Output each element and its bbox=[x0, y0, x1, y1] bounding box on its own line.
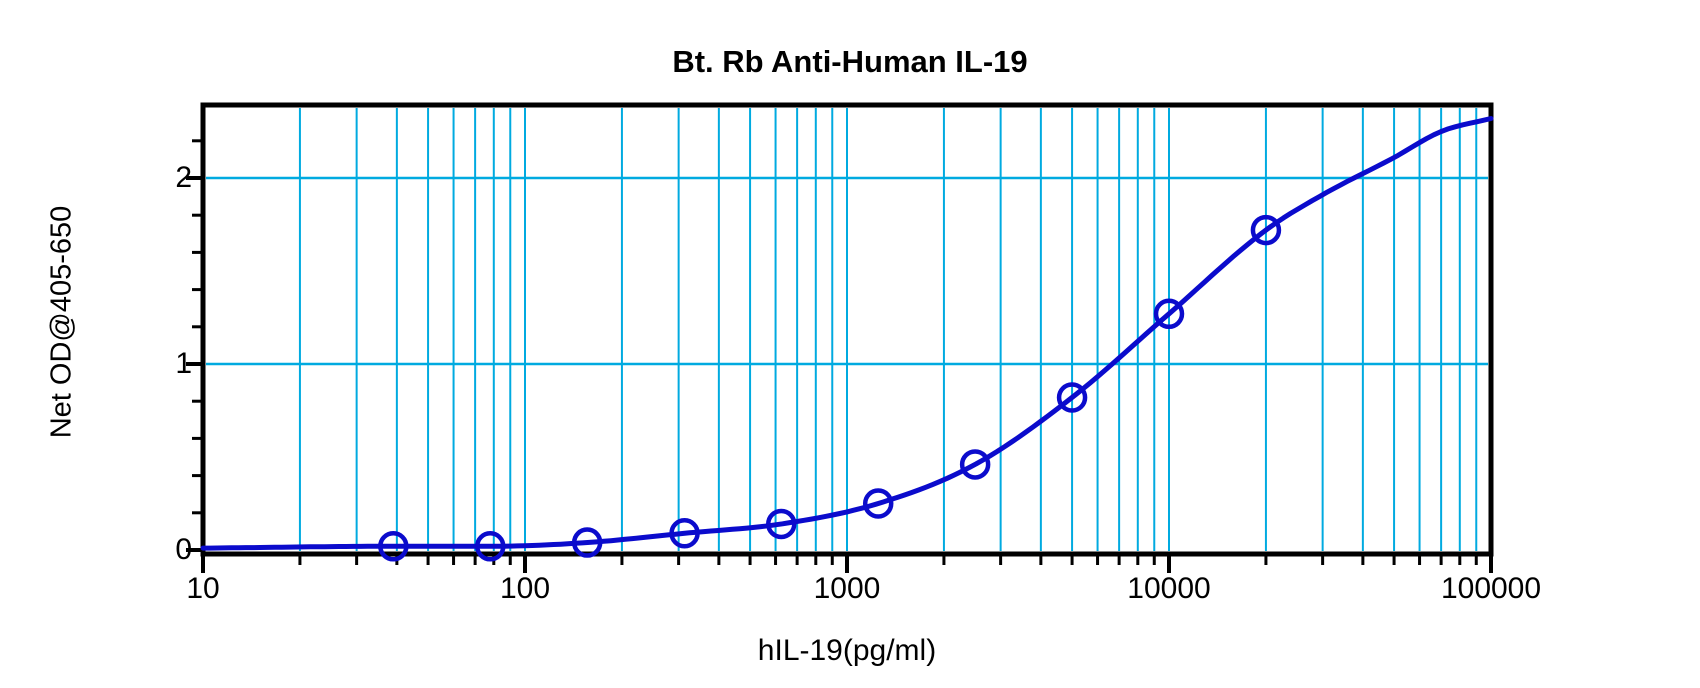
chart-title: Bt. Rb Anti-Human IL-19 bbox=[672, 44, 1028, 79]
x-tick-label: 1000 bbox=[813, 572, 881, 605]
y-tick-label: 0 bbox=[175, 533, 192, 566]
data-point-marker bbox=[475, 531, 506, 562]
y-tick-label: 1 bbox=[175, 347, 192, 380]
data-point-marker bbox=[766, 508, 797, 540]
x-axis-label: hIL-19(pg/ml) bbox=[757, 634, 937, 667]
data-point-marker bbox=[862, 488, 894, 519]
data-point-marker bbox=[378, 531, 409, 562]
data-point-marker bbox=[959, 449, 991, 480]
x-tick-label: 10 bbox=[186, 572, 220, 605]
x-tick-label: 100 bbox=[499, 572, 551, 605]
data-point-marker bbox=[1056, 382, 1088, 413]
data-point-marker bbox=[1250, 214, 1282, 246]
x-tick-label: 10000 bbox=[1127, 572, 1211, 605]
data-point-marker bbox=[1153, 298, 1185, 330]
x-tick-label: 100000 bbox=[1440, 572, 1542, 605]
data-point-marker bbox=[669, 518, 700, 549]
y-tick-label: 2 bbox=[175, 161, 192, 194]
data-point-marker bbox=[571, 527, 603, 558]
